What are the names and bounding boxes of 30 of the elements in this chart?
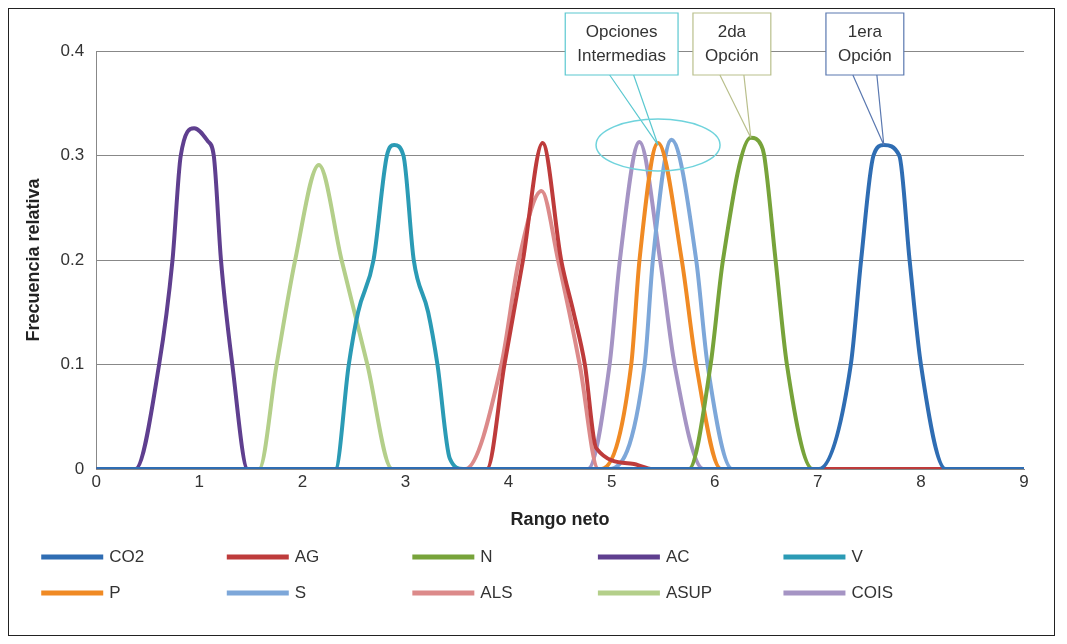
legend-label: N bbox=[480, 546, 493, 566]
legend-label: AC bbox=[665, 546, 690, 566]
y-tick-label: 0.1 bbox=[60, 354, 85, 374]
y-tick-label: 0.4 bbox=[60, 40, 85, 60]
annotation: 1era Opción bbox=[837, 21, 892, 65]
legend-label: AG bbox=[294, 546, 320, 566]
x-tick-label: 8 bbox=[916, 471, 926, 491]
annotation: Opciones Intermedias bbox=[577, 21, 667, 65]
x-tick-label: 2 bbox=[297, 471, 308, 491]
legend-label: P bbox=[109, 582, 121, 602]
x-axis-title: Rango neto bbox=[510, 509, 610, 530]
x-tick-label: 9 bbox=[1019, 471, 1029, 491]
y-tick-label: 0 bbox=[74, 458, 85, 478]
legend-label: COIS bbox=[851, 582, 894, 602]
y-axis-title: Frecuencia relativa bbox=[22, 177, 43, 342]
x-tick-label: 5 bbox=[606, 471, 617, 491]
y-tick-label: 0.2 bbox=[60, 249, 85, 269]
x-tick-label: 6 bbox=[710, 471, 720, 491]
annotation: 2da Opción bbox=[704, 21, 759, 65]
legend-label: CO2 bbox=[109, 546, 145, 566]
x-tick-label: 3 bbox=[400, 471, 411, 491]
legend-label: V bbox=[851, 546, 864, 566]
x-tick-label: 7 bbox=[813, 471, 823, 491]
legend-label: ASUP bbox=[665, 582, 713, 602]
x-tick-label: 1 bbox=[194, 471, 205, 491]
legend-label: S bbox=[294, 582, 307, 602]
y-tick-label: 0.3 bbox=[60, 145, 85, 165]
x-tick-label: 0 bbox=[91, 471, 101, 491]
x-tick-label: 4 bbox=[503, 471, 514, 491]
legend-label: ALS bbox=[480, 582, 513, 602]
